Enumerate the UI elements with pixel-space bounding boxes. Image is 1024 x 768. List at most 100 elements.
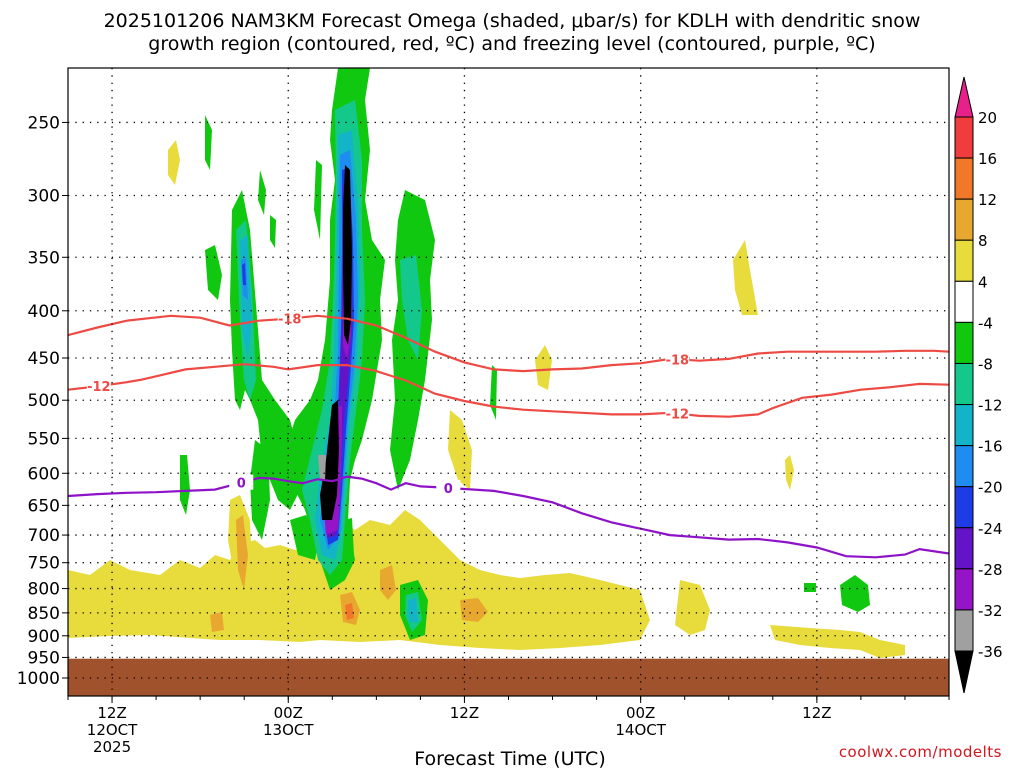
y-tick-label: 950	[28, 648, 60, 668]
colorbar-arrow-bottom	[954, 650, 974, 694]
colorbar-swatch	[954, 486, 974, 529]
omega-negative-east-dot	[804, 583, 816, 592]
colorbar-level-label: -4	[978, 314, 993, 332]
omega-positive-core-c	[460, 598, 488, 622]
colorbar-level-label: -16	[978, 438, 1003, 456]
colorbar-swatch	[954, 321, 974, 364]
omega-negative-cyan-b	[408, 598, 418, 622]
x-tick-label: 00Z	[274, 704, 303, 722]
colorbar-level-label: -32	[978, 602, 1003, 620]
omega-negative-east-patch	[840, 575, 870, 612]
y-tick-label: 400	[28, 302, 60, 322]
colorbar-level-label: 8	[978, 232, 988, 250]
contour-red-lower-label-bg	[86, 378, 111, 394]
colorbar-arrow-top	[954, 76, 974, 118]
x-tick-label: 12Z	[802, 704, 831, 722]
omega-positive-core-d	[210, 612, 224, 632]
y-axis: 250 300 350 400 450 500 550 600 650 700 750 800 850 9…	[17, 113, 68, 689]
colorbar-level-label: 20	[978, 109, 997, 127]
colorbar-swatch	[954, 527, 974, 570]
contour-red-lower-label: -12	[87, 380, 111, 395]
contour-red-upper-label-bg	[665, 351, 690, 367]
colorbar-swatch	[954, 362, 974, 406]
x-tick-label: 14OCT	[615, 721, 666, 739]
contour-red-lower-label: -12	[666, 408, 690, 423]
omega-negative-column-h	[180, 455, 190, 515]
x-tick-label: 12Z	[97, 704, 126, 722]
y-tick-label: 600	[28, 464, 60, 484]
colorbar-swatch	[954, 116, 974, 159]
y-tick-label: 750	[28, 554, 60, 574]
contour-freezing-level-label: 0	[444, 482, 453, 497]
chart-title-line-2: growth region (contoured, red, ºC) and f…	[148, 33, 876, 55]
x-tick-label: 13OCT	[263, 721, 314, 739]
contour-freezing-level-label: 0	[237, 477, 246, 492]
colorbar-level-label: -20	[978, 479, 1003, 497]
y-tick-label: 1000	[17, 669, 60, 689]
omega-positive-core-f	[345, 603, 354, 620]
colorbar-swatch	[954, 445, 974, 488]
y-tick-label: 550	[28, 429, 60, 449]
colorbar-level-label: -24	[978, 520, 1003, 538]
omega-positive-upper-patch-c	[535, 345, 552, 390]
omega-positive-upper-patch-a	[168, 140, 180, 185]
omega-negative-teal-b	[400, 255, 422, 360]
contour-red-lower	[68, 363, 949, 418]
y-tick-label: 700	[28, 526, 60, 546]
x-tick-label: 2025	[93, 738, 131, 756]
omega-positive-mid-patch-d	[448, 410, 472, 490]
omega-negative-low-l	[344, 518, 354, 555]
omega-negative-column-d	[258, 170, 266, 215]
y-tick-label: 350	[28, 248, 60, 268]
omega-positive-core-a	[236, 515, 248, 590]
omega-negative-black-upper	[343, 165, 352, 345]
contour-red-upper-label-bg	[277, 310, 302, 326]
colorbar-level-label: 4	[978, 273, 988, 291]
colorbar-level-label: -36	[978, 643, 1003, 661]
omega-positive-low-band-east	[675, 580, 710, 635]
y-tick-label: 450	[28, 349, 60, 369]
chart-title-line-1: 2025101206 NAM3KM Forecast Omega (shaded…	[103, 10, 921, 32]
colorbar-swatch	[954, 404, 974, 447]
contour-freezing-level-label-bg	[229, 474, 254, 490]
omega-positive-core-e	[380, 565, 396, 600]
contour-labels: -18 -18 -12 -12 0 0	[86, 310, 690, 497]
colorbar-swatch	[954, 609, 974, 652]
contour-red-upper-label: -18	[666, 353, 690, 368]
omega-negative-column-west	[205, 115, 212, 170]
x-axis-label: Forecast Time (UTC)	[414, 748, 605, 768]
omega-shading	[68, 68, 905, 658]
omega-negative-column-c	[205, 245, 222, 300]
omega-positive-mid-patch-e	[785, 455, 794, 490]
omega-negative-low-j	[250, 440, 270, 540]
colorbar-level-label: -8	[978, 355, 993, 373]
omega-negative-black-lower	[320, 400, 339, 520]
pressure-gridlines	[68, 121, 949, 679]
colorbar-swatch	[954, 157, 974, 200]
y-tick-label: 650	[28, 496, 60, 516]
colorbar-level-label: 16	[978, 150, 997, 168]
contour-red-upper-label: -18	[278, 313, 302, 328]
colorbar-level-label: 12	[978, 191, 997, 209]
colorbar-swatch	[954, 280, 974, 323]
x-tick-label: 12Z	[450, 704, 479, 722]
credit-text: coolwx.com/modelts	[838, 743, 1002, 761]
contour-red-lower-label-bg	[665, 405, 690, 421]
y-tick-label: 850	[28, 604, 60, 624]
omega-positive-upper-patch-b	[733, 240, 758, 315]
omega-negative-column-e	[270, 215, 276, 248]
y-tick-label: 300	[28, 186, 60, 206]
x-tick-label: 00Z	[626, 704, 655, 722]
y-tick-label: 800	[28, 580, 60, 600]
colorbar-swatch	[954, 239, 974, 282]
colorbar-swatch	[954, 568, 974, 611]
omega-positive-east-patch	[770, 625, 905, 658]
contour-red-upper	[68, 314, 949, 373]
omega-negative-darkblue-a	[242, 263, 246, 285]
contour-freezing-level-label-bg	[436, 479, 461, 495]
y-tick-label: 250	[28, 113, 60, 133]
colorbar-level-label: -12	[978, 397, 1003, 415]
x-tick-label: 12OCT	[87, 721, 138, 739]
